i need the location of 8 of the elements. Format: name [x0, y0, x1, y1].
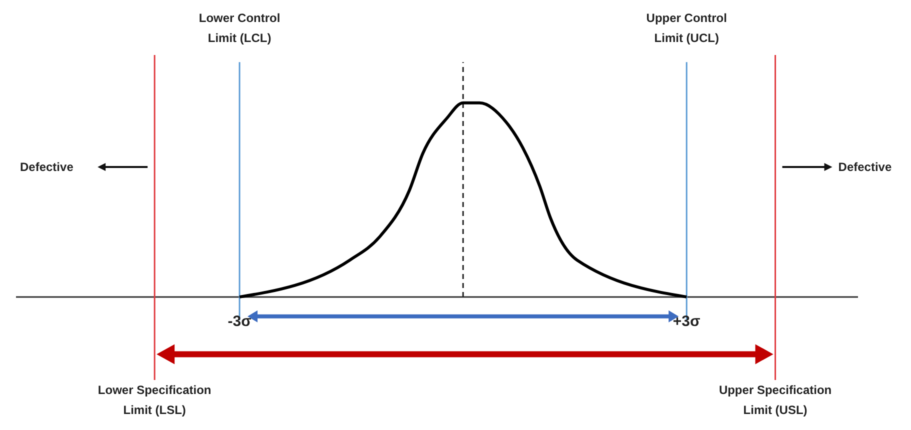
- x-tick-label: +3σ: [672, 313, 700, 330]
- annotation: Defective: [20, 160, 74, 174]
- ref-line-label: Lower Control Limit (LCL): [198, 11, 280, 45]
- annotation: Defective: [838, 160, 892, 174]
- ref-line-label: Lower Specification Limit (LSL): [98, 383, 212, 417]
- ref-line-label: Upper Control Limit (UCL): [646, 11, 727, 45]
- x-tick-label: -3σ: [228, 313, 252, 330]
- ref-line-label: Upper Specification Limit (USL): [718, 383, 832, 417]
